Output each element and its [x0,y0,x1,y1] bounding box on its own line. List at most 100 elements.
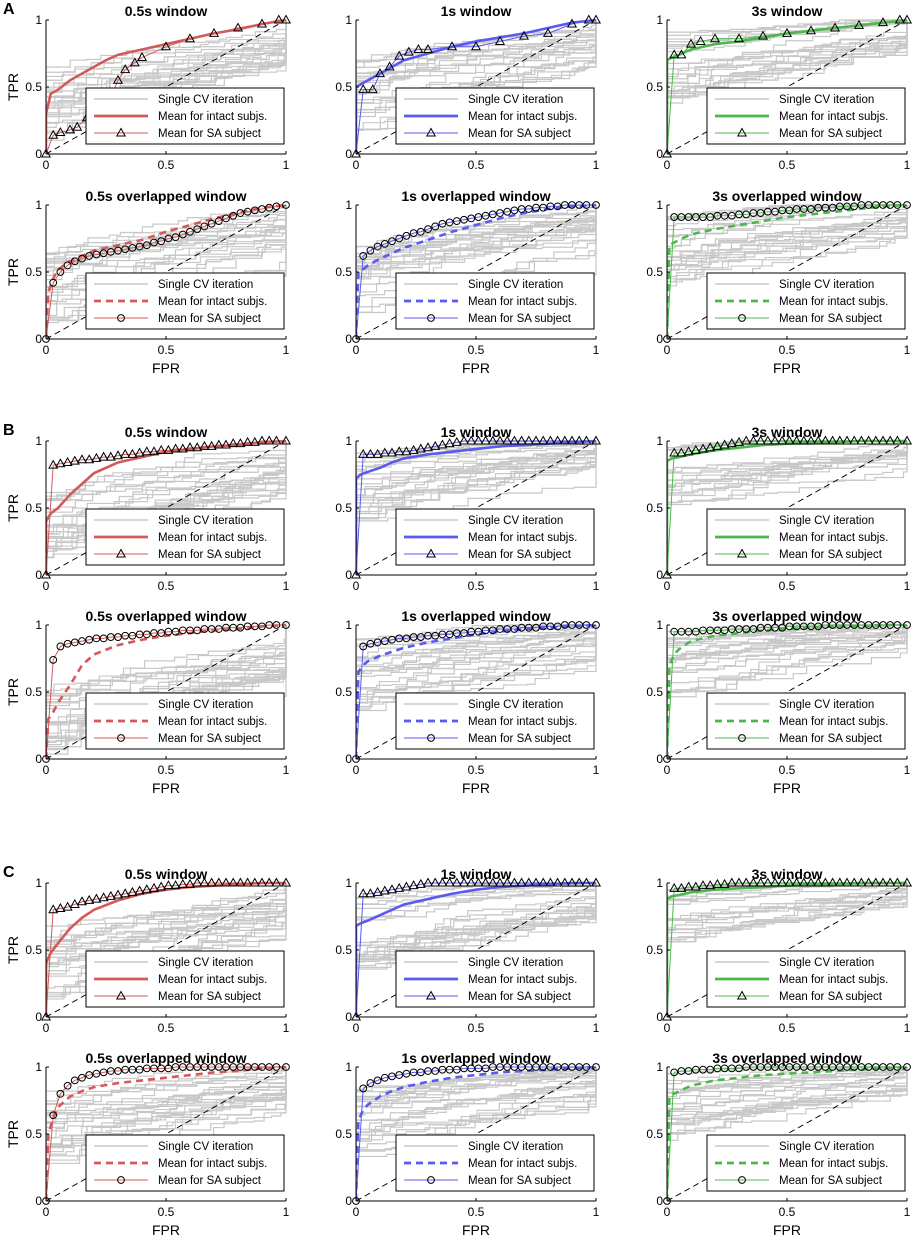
cv-iteration-line [356,625,597,759]
sa-marker-triangle [769,435,781,445]
sa-marker-triangle [55,458,66,468]
sa-marker-triangle [350,569,362,579]
sa-marker-circle [282,621,290,629]
sa-marker-circle [720,626,729,635]
cv-iteration-line [356,883,597,1017]
legend: Single CV iteration Mean for intact subjs… [706,1134,906,1192]
cv-iteration-line [46,205,287,339]
legend-sa-marker [738,734,746,742]
sa-marker-circle [70,257,79,266]
x-tick-label: 0.5 [779,763,796,777]
sa-marker-triangle [545,877,556,887]
roc-panel: 0 0.5 1 0 0.5 1 3s overlapped window FPR Single … [646,188,911,376]
roc-panel: 0 0.5 1 0 0.5 1 0.5s window TPR Single CV iterat… [5,866,292,1035]
sa-marker-triangle [805,435,817,445]
y-axis-label: TPR [5,1120,21,1148]
panel-title: 3s window [752,424,823,440]
sa-marker-circle [243,207,252,216]
y-tick-label: 0.5 [646,80,663,94]
cv-iteration-line [667,1067,908,1201]
legend-cv-label: Single CV iteration [158,1141,253,1153]
legend-sa-marker [738,314,746,322]
sa-marker-triangle [105,890,116,900]
y-tick-label: 0.5 [335,80,352,94]
sa-marker-circle [85,1071,94,1079]
legend-intact-label: Mean for intact subjs. [779,1158,888,1170]
roc-panel: 0 0.5 1 0 0.5 1 0.5s overlapped window FPR TPR Si… [5,188,290,376]
sa-marker-triangle [401,446,412,456]
sa-marker-circle [258,205,266,213]
cv-iteration-line [356,441,597,575]
sa-marker-triangle [820,877,831,887]
cv-iteration-line [667,20,908,154]
y-tick-label: 1 [345,13,352,27]
sa-marker-triangle [148,882,160,892]
sa-marker-triangle [559,435,570,445]
legend-intact-label: Mean for intact subjs. [468,716,577,728]
sa-marker-triangle [199,877,210,887]
legend-cv-label: Single CV iteration [468,957,563,969]
cv-iteration-line [46,625,287,759]
sa-marker-triangle [208,27,220,37]
legend-sa-marker [115,548,127,558]
sa-marker-triangle [273,14,284,24]
plot-area [356,18,597,155]
legend-sa-label: Mean for SA subject [779,128,883,140]
sa-marker-triangle [719,878,730,888]
sa-marker-triangle [451,436,462,446]
sa-marker-triangle [784,435,795,445]
sa-marker-circle [164,1064,173,1073]
cv-iteration-line [46,205,287,339]
y-tick-label: 1 [345,198,352,212]
x-tick-label: 1 [283,579,290,593]
sa-marker-circle [85,252,94,260]
cv-iteration-line [46,883,287,1017]
x-tick-label: 0 [353,158,360,172]
cv-iteration-line [667,1067,908,1201]
legend-intact-label: Mean for intact subjs. [468,296,577,308]
sa-marker-circle [142,630,151,639]
legend-cv-label: Single CV iteration [779,94,874,106]
legend-sa-marker [117,314,125,322]
sa-marker-triangle [271,877,282,887]
legend-sa-label: Mean for SA subject [158,549,262,561]
cv-iteration-line [46,20,287,154]
sa-marker-triangle [726,877,737,887]
sa-marker-triangle [877,877,889,887]
sa-marker-triangle [403,46,414,56]
sa-marker-triangle [141,446,152,456]
cv-iteration-line [356,20,597,154]
sa-marker-triangle [834,877,845,887]
sa-mean-line [667,440,907,576]
sa-marker-triangle [55,902,66,912]
y-tick-label: 0 [656,752,663,766]
cv-iteration-line [356,625,597,759]
sa-marker-circle [222,214,230,223]
y-tick-label: 0.5 [335,265,352,279]
cv-iteration-line [46,1067,287,1201]
sa-marker-triangle [690,881,701,891]
sa-marker-triangle [661,1011,673,1021]
cv-iteration-line [46,441,287,575]
sa-marker-triangle [91,452,102,462]
sa-marker-triangle [91,893,102,903]
y-tick-label: 0 [35,568,42,582]
sa-marker-circle [452,217,461,225]
sa-marker-triangle [280,14,292,24]
legend: Single CV iteration Mean for intact subjs… [706,272,906,330]
sa-marker-triangle [820,435,831,445]
x-tick-label: 1 [283,763,290,777]
sa-marker-triangle [590,14,602,24]
x-tick-label: 1 [283,343,290,357]
legend-sa-label: Mean for SA subject [468,128,572,140]
sa-marker-circle [893,201,902,209]
sa-marker-circle [814,622,823,631]
sa-marker-circle [272,1063,281,1071]
y-tick-label: 0 [345,568,352,582]
y-tick-label: 1 [35,618,42,632]
sa-marker-triangle [120,888,131,898]
sa-marker-triangle [120,448,131,458]
x-tick-label: 1 [904,1205,911,1219]
sa-marker-triangle [235,877,246,887]
x-tick-label: 1 [904,579,911,593]
